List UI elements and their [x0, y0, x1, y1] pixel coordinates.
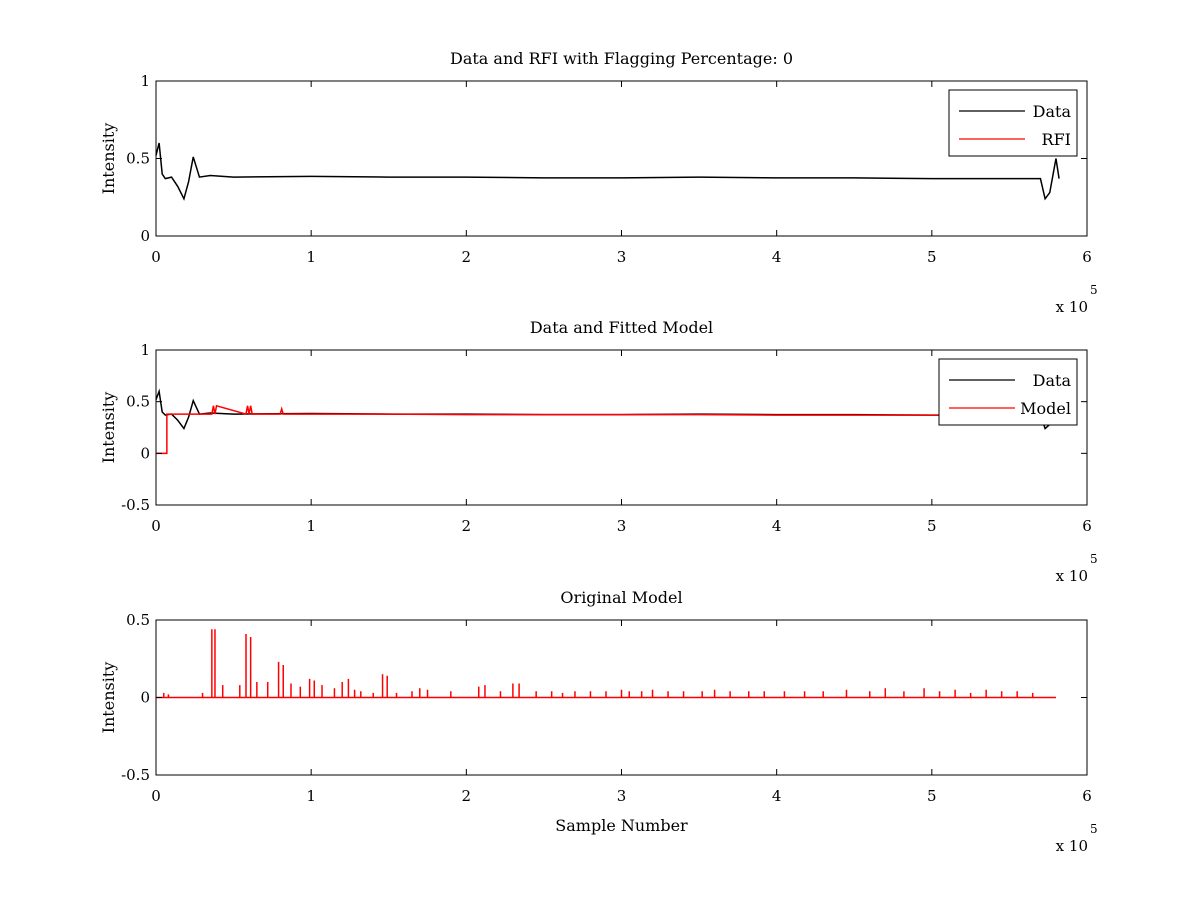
x-tick-label: 0 [151, 248, 161, 266]
axes-box [155, 349, 1088, 506]
x-multiplier-label: x 10 [1056, 837, 1088, 855]
y-tick-label: 0 [140, 444, 150, 462]
x-tick-label: 2 [462, 248, 472, 266]
y-tick-label: 0.5 [126, 611, 150, 629]
y-axis-label: Intensity [99, 662, 118, 734]
x-exponent-label: 5 [1090, 283, 1098, 297]
legend-label-model: Model [1020, 399, 1071, 418]
y-tick-label: 0 [140, 689, 150, 707]
x-multiplier-label: x 10 [1056, 298, 1088, 316]
y-tick-label: 1 [140, 72, 150, 90]
x-tick-label: 5 [927, 517, 937, 535]
legend-label-data: Data [1033, 371, 1072, 390]
y-tick-label: 1 [140, 341, 150, 359]
axes-box [155, 80, 1088, 237]
series-line-model [156, 629, 1056, 699]
y-tick-label: 0 [140, 227, 150, 245]
y-tick-label: 0.5 [126, 150, 150, 168]
series-line-model [156, 404, 1056, 455]
y-tick-label: 0.5 [126, 393, 150, 411]
x-tick-label: 6 [1082, 517, 1092, 535]
x-tick-label: 5 [927, 248, 937, 266]
x-tick-label: 5 [927, 787, 937, 805]
y-tick-label: -0.5 [121, 496, 150, 514]
x-tick-label: 3 [617, 787, 627, 805]
x-tick-label: 1 [306, 517, 316, 535]
x-axis-label: Sample Number [555, 816, 688, 835]
x-tick-label: 0 [151, 517, 161, 535]
x-tick-label: 4 [772, 248, 782, 266]
legend-box [938, 358, 1078, 426]
legend-label-rfi: RFI [1042, 130, 1071, 149]
legend-label-data: Data [1033, 102, 1072, 121]
y-axis-label: Intensity [99, 392, 118, 464]
x-tick-label: 6 [1082, 248, 1092, 266]
x-tick-label: 3 [617, 517, 627, 535]
x-tick-label: 1 [306, 787, 316, 805]
legend-box [948, 89, 1078, 157]
x-tick-label: 2 [462, 787, 472, 805]
x-tick-label: 0 [151, 787, 161, 805]
series-line-data [155, 142, 1060, 201]
subplot-title: Data and Fitted Model [530, 318, 713, 337]
x-exponent-label: 5 [1090, 552, 1098, 566]
x-tick-label: 1 [306, 248, 316, 266]
subplot-title: Data and RFI with Flagging Percentage: 0 [450, 49, 793, 68]
x-tick-label: 2 [462, 517, 472, 535]
legend: Data RFI [948, 89, 1078, 157]
x-tick-label: 4 [772, 517, 782, 535]
x-tick-label: 3 [617, 248, 627, 266]
subplot-1: 0 1 2 3 4 5 6 0 0.5 1 Data and RFI with Flagging P… [99, 49, 1098, 316]
x-multiplier-label: x 10 [1056, 567, 1088, 585]
subplot-title: Original Model [560, 588, 682, 607]
x-tick-label: 4 [772, 787, 782, 805]
legend: Data Model [938, 358, 1078, 426]
x-exponent-label: 5 [1090, 822, 1098, 836]
x-tick-label: 6 [1082, 787, 1092, 805]
y-axis-label: Intensity [99, 123, 118, 195]
y-tick-label: -0.5 [121, 766, 150, 784]
